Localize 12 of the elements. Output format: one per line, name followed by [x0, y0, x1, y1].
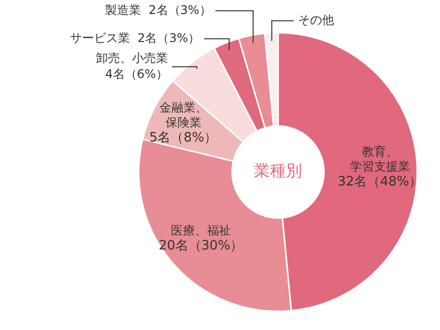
slice-label: その他	[298, 12, 334, 27]
slice-label: 金融業、保険業	[159, 100, 208, 130]
data-label: 5名（8%）	[149, 130, 218, 146]
text: 業種別	[254, 161, 302, 180]
slice-label: 卸売、小売業	[96, 50, 168, 65]
slice-label: 製造業 2名（3%）	[105, 2, 212, 17]
slice-label: 教育、学習支援業	[350, 144, 410, 174]
slice-label: サービス業 2名（3%）	[70, 30, 200, 45]
slice-label: 医療、福祉	[170, 223, 231, 238]
data-label: 20名（30%）	[158, 238, 244, 254]
data-label: 4名（6%）	[105, 66, 168, 81]
data-label: 32名（48%）	[338, 174, 422, 190]
